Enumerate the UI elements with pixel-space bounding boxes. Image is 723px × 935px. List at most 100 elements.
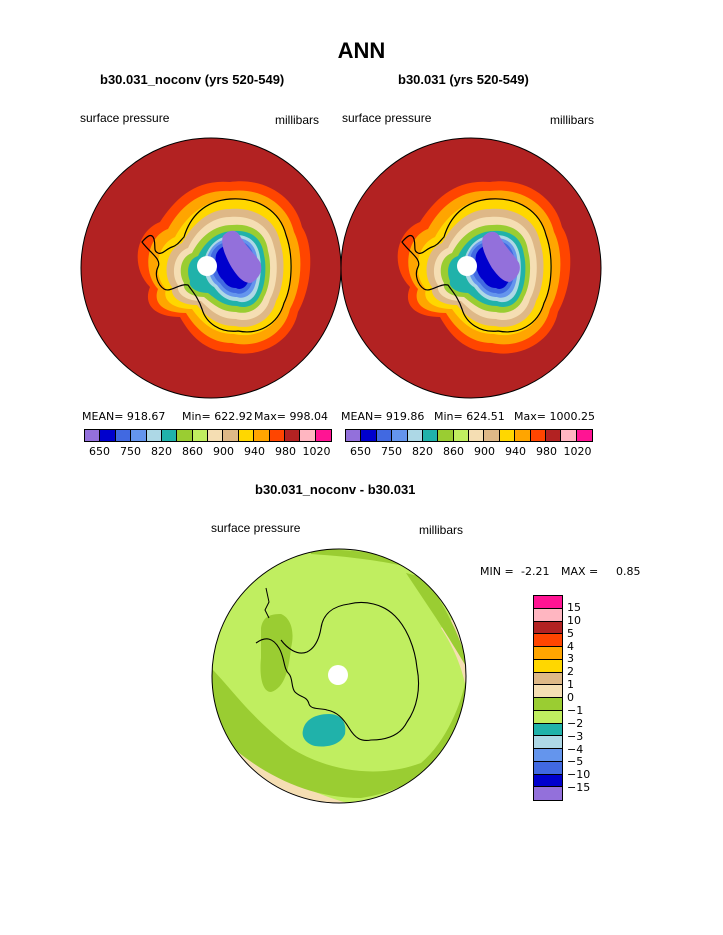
colorbar-box xyxy=(100,430,116,441)
colorbar-box xyxy=(115,430,132,441)
left-map-pole xyxy=(197,256,217,276)
colorbar-box xyxy=(392,430,408,441)
left-panel-subtitle: b30.031_noconv (yrs 520-549) xyxy=(100,72,285,87)
colorbar-box xyxy=(223,430,239,441)
colorbar-box xyxy=(534,774,562,788)
colorbar-box xyxy=(438,430,454,441)
colorbar-tick-label: 0 xyxy=(567,691,574,704)
right-map-purple xyxy=(482,231,520,282)
colorbar-box xyxy=(254,430,270,441)
diff-map-olive-band xyxy=(212,668,466,798)
colorbar-box xyxy=(315,430,331,441)
colorbar-tick-label: −10 xyxy=(567,768,591,782)
colorbar-tick-label: −4 xyxy=(567,742,584,756)
right-panel-subtitle: b30.031 (yrs 520-549) xyxy=(398,72,529,87)
colorbar-box xyxy=(534,710,562,724)
colorbar-tick-label: 650 xyxy=(350,445,371,458)
diff-map-coastline xyxy=(255,601,420,742)
colorbar-box xyxy=(515,430,531,441)
colorbar-box xyxy=(534,621,562,635)
colorbar-tick-label: 820 xyxy=(412,445,433,458)
colorbar-tick-label: 940 xyxy=(244,445,265,458)
colorbar-box xyxy=(530,430,546,441)
diff-max-value: 0.85 xyxy=(616,565,641,578)
right-panel-units: millibars xyxy=(550,113,595,127)
colorbar-box xyxy=(499,430,516,441)
colorbar-tick-label: 5 xyxy=(567,626,574,640)
right-panel-variable: surface pressure xyxy=(342,111,432,125)
colorbar-tick-label: 980 xyxy=(536,445,557,458)
colorbar-box xyxy=(192,430,208,441)
colorbar-box xyxy=(161,430,178,441)
colorbar-tick-label: 1020 xyxy=(563,445,592,458)
colorbar-box xyxy=(534,736,562,749)
colorbar-tick-label: 820 xyxy=(151,445,172,458)
colorbar-tick-label: 860 xyxy=(443,445,464,458)
colorbar-box xyxy=(534,596,562,609)
colorbar-box xyxy=(453,430,469,441)
diff-map-olive-top xyxy=(311,549,411,568)
colorbar-box xyxy=(534,761,562,775)
colorbar-box xyxy=(534,647,562,660)
colorbar-tick-label: 15 xyxy=(567,600,581,614)
colorbar-box xyxy=(576,430,592,441)
left-colorbar xyxy=(84,429,332,442)
left-map-purple xyxy=(222,230,262,283)
colorbar-box xyxy=(534,723,562,737)
left-mean: MEAN= 918.67 xyxy=(82,410,166,423)
right-max: Max= 1000.25 xyxy=(514,410,595,423)
colorbar-box xyxy=(561,430,577,441)
right-mean: MEAN= 919.86 xyxy=(341,410,425,423)
colorbar-box xyxy=(300,430,316,441)
colorbar-box xyxy=(534,634,562,647)
right-min: Min= 624.51 xyxy=(434,410,505,423)
colorbar-box xyxy=(269,430,285,441)
diff-min-label: MIN = xyxy=(480,565,514,578)
colorbar-box xyxy=(208,430,224,441)
colorbar-box xyxy=(534,608,562,622)
diff-map-teal-patch xyxy=(302,714,346,747)
colorbar-box xyxy=(376,430,393,441)
colorbar-tick-label: 900 xyxy=(474,445,495,458)
colorbar-box xyxy=(177,430,193,441)
diff-panel-variable: surface pressure xyxy=(211,521,301,535)
colorbar-tick-label: 2 xyxy=(567,665,574,679)
colorbar-tick-label: 980 xyxy=(275,445,296,458)
colorbar-tick-label: 650 xyxy=(89,445,110,458)
left-min: Min= 622.92 xyxy=(182,410,253,423)
colorbar-box xyxy=(484,430,500,441)
colorbar-tick-label: −5 xyxy=(567,755,584,769)
right-map-pole xyxy=(457,256,477,276)
colorbar-box xyxy=(422,430,439,441)
left-map xyxy=(80,137,342,399)
colorbar-box xyxy=(284,430,301,441)
diff-map-olive-patch xyxy=(260,614,293,692)
colorbar-box xyxy=(534,685,562,698)
diff-map-peninsula xyxy=(264,587,270,619)
colorbar-tick-label: 4 xyxy=(567,639,574,653)
colorbar-tick-label: 900 xyxy=(213,445,234,458)
colorbar-box xyxy=(534,749,562,762)
colorbar-tick-label: −3 xyxy=(567,729,584,743)
diff-max-label: MAX = xyxy=(561,565,599,578)
left-panel-units: millibars xyxy=(275,113,320,127)
main-title: ANN xyxy=(337,38,386,63)
colorbar-box xyxy=(534,672,562,686)
colorbar-tick-label: 750 xyxy=(120,445,141,458)
left-map-coastline xyxy=(141,198,292,333)
diff-min-value: -2.21 xyxy=(521,565,550,578)
colorbar-tick-label: −1 xyxy=(567,703,584,717)
colorbar-tick-label: 3 xyxy=(567,652,574,666)
colorbar-tick-label: 10 xyxy=(567,613,581,627)
diff-map xyxy=(211,548,467,804)
right-map xyxy=(340,137,602,399)
colorbar-box xyxy=(545,430,562,441)
right-map-coastline xyxy=(401,198,552,333)
colorbar-box xyxy=(361,430,377,441)
colorbar-box xyxy=(534,698,562,711)
colorbar-box xyxy=(407,430,423,441)
diff-map-pole xyxy=(328,665,348,685)
colorbar-box xyxy=(534,659,562,673)
right-colorbar xyxy=(345,429,593,442)
colorbar-box xyxy=(346,430,362,441)
